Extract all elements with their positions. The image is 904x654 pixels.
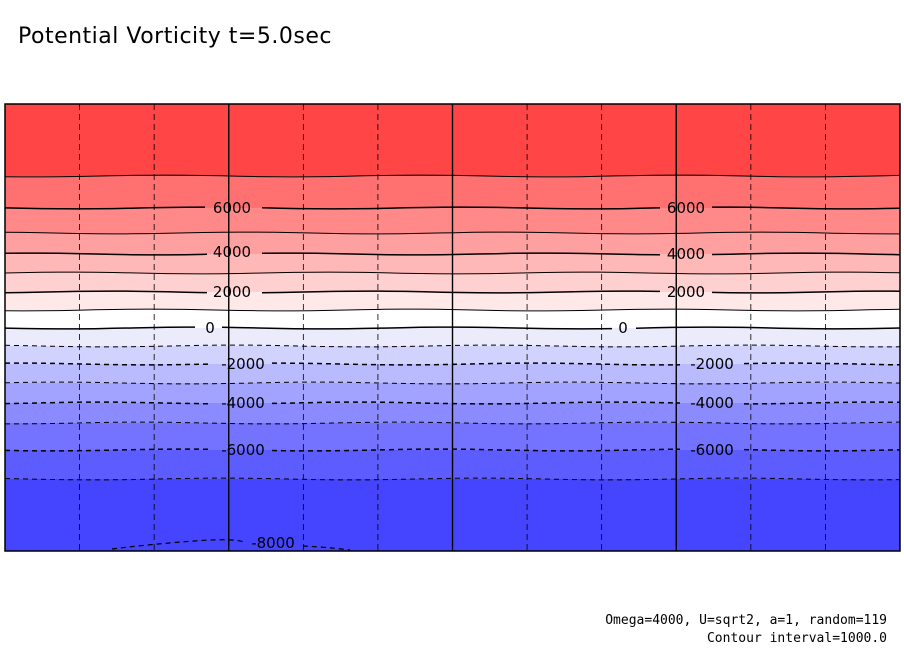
- contour-label: -4000: [690, 394, 734, 412]
- contour-line: [4, 231, 900, 235]
- contour-label: 4000: [213, 243, 251, 261]
- contour-label: -2000: [690, 355, 734, 373]
- contour-labels: 6000 6000 4000 4000 2000 2000 0 0 -2000 -2000 -400…: [205, 199, 734, 552]
- contour-line: [4, 290, 207, 294]
- contour-line: [4, 252, 208, 256]
- contour-line: [261, 206, 660, 210]
- contour-label: 2000: [667, 283, 705, 301]
- grid-lines: [79, 104, 826, 551]
- contour-line: [271, 448, 681, 452]
- chart-title: Potential Vorticity t=5.0sec: [18, 24, 332, 49]
- contour-line: [271, 362, 681, 366]
- contour-line: [221, 326, 613, 330]
- contour-line: [635, 326, 901, 330]
- contour-line: [743, 448, 901, 452]
- contour-line: [4, 344, 901, 348]
- contour-label: -6000: [690, 441, 734, 459]
- contour-label: -2000: [221, 355, 265, 373]
- plot-frame: [4, 103, 901, 552]
- contour-line: [4, 308, 901, 312]
- contour-line: [743, 401, 901, 405]
- contour-line: [711, 252, 901, 256]
- contour-label: 2000: [213, 283, 251, 301]
- contour-line: [4, 477, 901, 481]
- contour-label: 0: [618, 319, 628, 337]
- contour-line: [711, 290, 901, 294]
- contour-line: [4, 401, 213, 405]
- contour-line: [261, 290, 660, 294]
- contour-label: 6000: [213, 199, 251, 217]
- contour-line: [5, 362, 213, 366]
- contour-lines: [4, 174, 901, 551]
- contour-line: [743, 362, 901, 366]
- contour-label: -8000: [251, 534, 295, 552]
- contour-line: [271, 401, 681, 405]
- contour-line: [4, 326, 195, 330]
- contour-label: 4000: [667, 245, 705, 263]
- contour-line: [4, 271, 901, 275]
- contour-line: [4, 206, 205, 210]
- contour-line: [111, 539, 351, 551]
- contour-line: [4, 174, 901, 178]
- parameters-note: Omega=4000, U=sqrt2, a=1, random=119: [605, 613, 887, 628]
- contour-line: [5, 421, 901, 425]
- contour-label: 6000: [667, 199, 705, 217]
- contour-line: [4, 381, 901, 385]
- contour-line: [4, 448, 213, 452]
- contour-interval-note: Contour interval=1000.0: [706, 631, 887, 646]
- contour-line: [712, 206, 901, 210]
- contour-label: -6000: [221, 441, 265, 459]
- contour-line: [261, 252, 661, 256]
- contour-label: 0: [205, 319, 215, 337]
- contour-label: -4000: [221, 394, 265, 412]
